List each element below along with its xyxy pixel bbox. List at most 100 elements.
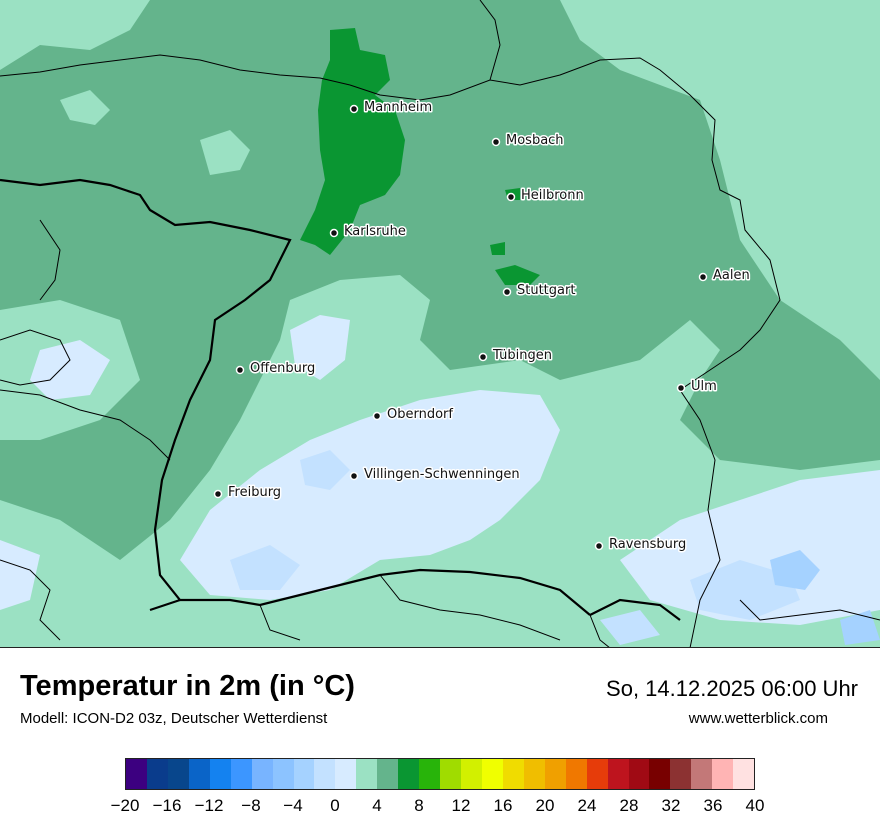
legend-swatch xyxy=(230,759,252,789)
legend-swatch xyxy=(628,759,650,789)
legend-swatch xyxy=(586,759,608,789)
legend-color-bar xyxy=(125,758,755,790)
city-label: Oberndorf xyxy=(387,407,453,422)
city-label: Tübingen xyxy=(492,348,552,363)
legend-swatch xyxy=(607,759,629,789)
city-dot-icon xyxy=(698,272,708,282)
legend-swatch xyxy=(314,759,336,789)
city-label: Ulm xyxy=(691,379,717,394)
city-dot-icon xyxy=(491,137,501,147)
legend-tick-label: 8 xyxy=(414,796,424,815)
city-dot-icon xyxy=(329,228,339,238)
city-label: Mosbach xyxy=(506,133,564,148)
map-title: Temperatur in 2m (in °C) xyxy=(20,670,355,702)
city-dot-icon xyxy=(213,489,223,499)
legend-tick-label: −16 xyxy=(152,796,182,815)
legend-swatch xyxy=(733,759,755,789)
legend-swatch xyxy=(167,759,189,789)
legend-swatch xyxy=(251,759,273,789)
city-dot-icon xyxy=(594,541,604,551)
legend-tick-label: −12 xyxy=(194,796,224,815)
temp-zone-very-light-blue xyxy=(0,315,880,625)
city-label: Ravensburg xyxy=(609,537,686,552)
city-dot-icon xyxy=(502,287,512,297)
legend-swatch xyxy=(293,759,315,789)
city-dot-icon xyxy=(506,192,516,202)
legend-swatch xyxy=(272,759,294,789)
city-karlsruhe[interactable]: Karlsruhe xyxy=(329,223,407,241)
legend-swatch xyxy=(565,759,587,789)
legend-tick-label: 32 xyxy=(661,796,681,815)
legend-tick-label: 40 xyxy=(745,796,765,815)
city-label: Karlsruhe xyxy=(344,224,406,239)
legend-swatch xyxy=(523,759,545,789)
city-ulm[interactable]: Ulm xyxy=(676,378,718,396)
city-dot-icon xyxy=(349,471,359,481)
legend-tick-label: −8 xyxy=(241,796,261,815)
legend-swatch xyxy=(481,759,503,789)
legend-swatch xyxy=(335,759,357,789)
legend-tick-label: −20 xyxy=(110,796,140,815)
legend-swatch xyxy=(188,759,210,789)
legend-swatch xyxy=(544,759,566,789)
legend-tick-label: 16 xyxy=(493,796,513,815)
city-ravensburg[interactable]: Ravensburg xyxy=(594,536,688,554)
city-label: Villingen-Schwenningen xyxy=(364,467,520,482)
temp-zone-blue xyxy=(770,550,880,645)
legend-swatch xyxy=(712,759,734,789)
city-mannheim[interactable]: Mannheim xyxy=(349,99,434,117)
legend-swatch xyxy=(209,759,231,789)
legend-tick-label: 12 xyxy=(451,796,471,815)
city-dot-icon xyxy=(235,365,245,375)
city-heilbronn[interactable]: Heilbronn xyxy=(506,187,585,205)
city-label: Heilbronn xyxy=(521,188,584,203)
legend-tick-labels: −20 −16 −12 −8 −4 0 4 8 12 16 20 24 28 32 36 40 xyxy=(111,796,765,816)
city-aalen[interactable]: Aalen xyxy=(698,267,751,285)
city-label: Stuttgart xyxy=(517,283,575,298)
state-borders xyxy=(0,0,880,647)
color-legend: −20 −16 −12 −8 −4 0 4 8 12 16 20 24 28 32 36 40 xyxy=(111,758,764,815)
city-freiburg[interactable]: Freiburg xyxy=(213,484,283,502)
legend-swatch xyxy=(126,759,147,789)
legend-swatch xyxy=(440,759,461,789)
website-link[interactable]: www.wetterblick.com xyxy=(688,710,828,727)
legend-swatch xyxy=(691,759,713,789)
city-stuttgart[interactable]: Stuttgart xyxy=(502,282,577,300)
legend-swatch xyxy=(356,759,378,789)
legend-swatch xyxy=(461,759,482,789)
temp-zone-dark-green xyxy=(300,28,540,285)
city-label: Offenburg xyxy=(250,361,315,376)
city-oberndorf[interactable]: Oberndorf xyxy=(372,406,455,424)
legend-tick-label: 24 xyxy=(577,796,597,815)
city-mosbach[interactable]: Mosbach xyxy=(491,132,565,150)
city-offenburg[interactable]: Offenburg xyxy=(235,360,317,378)
legend-swatch xyxy=(398,759,420,789)
city-dot-icon xyxy=(372,411,382,421)
city-dot-icon xyxy=(478,352,488,362)
legend-tick-label: 36 xyxy=(703,796,723,815)
model-info: Modell: ICON-D2 03z, Deutscher Wetterdie… xyxy=(20,710,328,727)
legend-swatch xyxy=(146,759,168,789)
legend-tick-label: −4 xyxy=(283,796,303,815)
legend-swatch xyxy=(419,759,441,789)
city-villingen-schwenningen[interactable]: Villingen-Schwenningen xyxy=(349,466,521,484)
city-label: Aalen xyxy=(713,268,750,283)
city-label: Mannheim xyxy=(364,100,432,115)
legend-tick-label: 20 xyxy=(535,796,555,815)
legend-tick-label: 28 xyxy=(619,796,639,815)
forecast-datetime: So, 14.12.2025 06:00 Uhr xyxy=(606,676,858,701)
temp-zone-light-blue xyxy=(230,450,800,645)
city-label: Freiburg xyxy=(228,485,281,500)
city-dot-icon xyxy=(349,104,359,114)
map-svg: Mannheim Mosbach Heilbronn Karlsruhe Aal… xyxy=(0,0,880,647)
legend-swatch xyxy=(670,759,692,789)
legend-tick-label: 0 xyxy=(330,796,340,815)
city-tuebingen[interactable]: Tübingen xyxy=(478,347,554,365)
temperature-map: Mannheim Mosbach Heilbronn Karlsruhe Aal… xyxy=(0,0,880,648)
legend-tick-label: 4 xyxy=(372,796,382,815)
legend-swatch xyxy=(502,759,524,789)
legend-swatch xyxy=(377,759,399,789)
city-dot-icon xyxy=(676,383,686,393)
city-markers: Mannheim Mosbach Heilbronn Karlsruhe Aal… xyxy=(213,99,751,554)
legend-swatch xyxy=(649,759,671,789)
